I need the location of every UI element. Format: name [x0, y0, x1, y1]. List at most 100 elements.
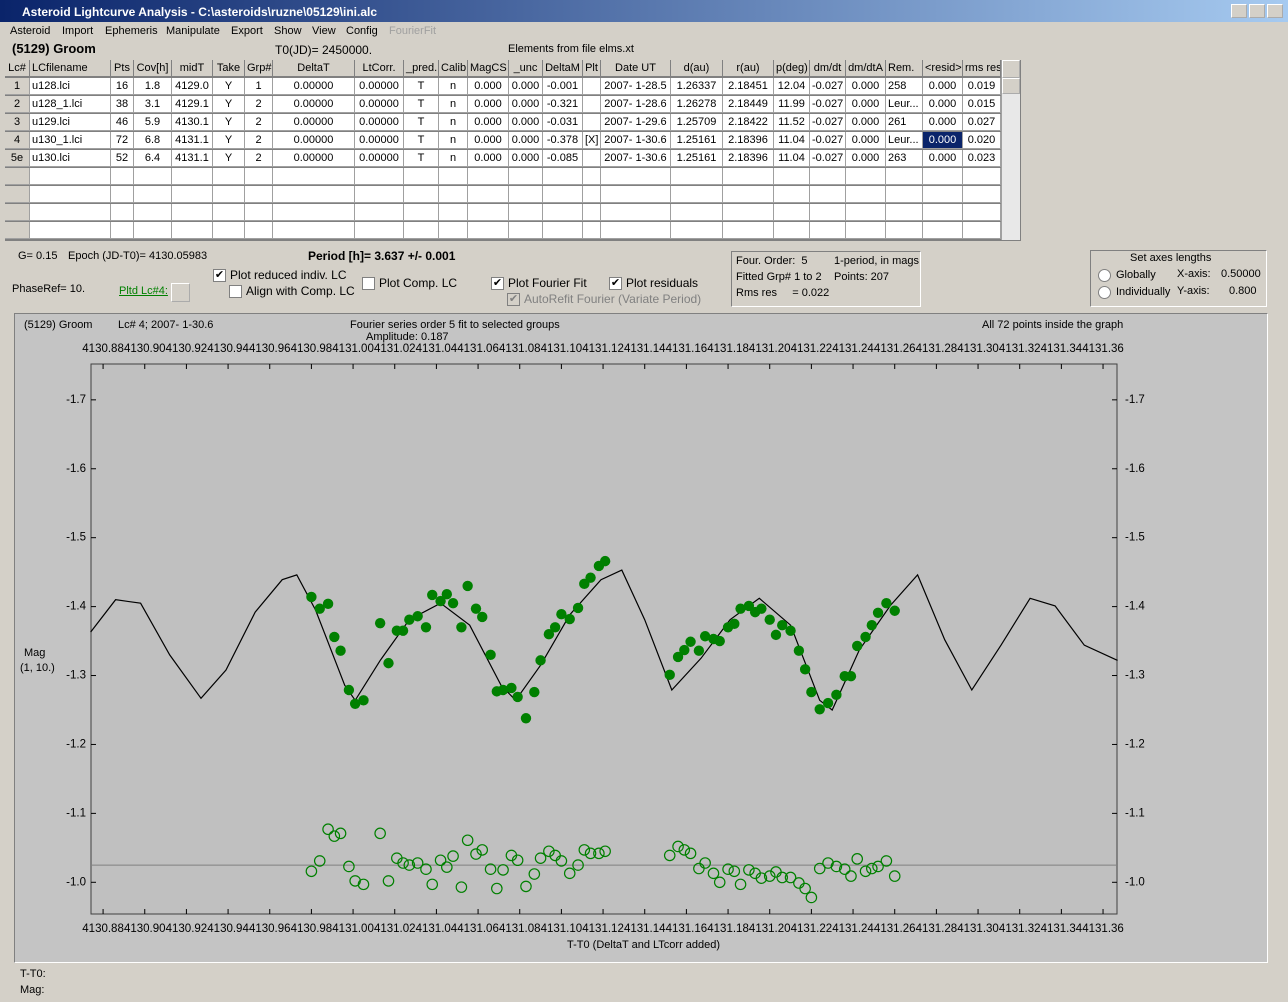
table-cell[interactable]: T: [404, 114, 439, 131]
empty-cell[interactable]: [810, 222, 846, 239]
empty-cell[interactable]: [468, 168, 509, 185]
table-cell[interactable]: 2007- 1-29.6: [601, 114, 671, 131]
empty-cell[interactable]: [963, 222, 1001, 239]
column-header[interactable]: Take: [213, 60, 245, 77]
empty-cell[interactable]: [439, 222, 468, 239]
empty-cell[interactable]: [355, 204, 404, 221]
table-cell[interactable]: 2.18396: [723, 132, 774, 149]
column-header[interactable]: DeltaT: [273, 60, 355, 77]
empty-cell[interactable]: [774, 222, 810, 239]
empty-cell[interactable]: [5, 222, 30, 239]
empty-cell[interactable]: [543, 204, 583, 221]
table-cell[interactable]: u130.lci: [30, 150, 111, 167]
empty-cell[interactable]: [923, 222, 963, 239]
table-cell[interactable]: 0.000: [468, 150, 509, 167]
table-cell[interactable]: [583, 96, 601, 113]
menu-item[interactable]: FourierFit: [389, 25, 437, 37]
table-cell[interactable]: T: [404, 96, 439, 113]
table-cell[interactable]: 4131.1: [172, 150, 213, 167]
table-cell[interactable]: 1.26337: [671, 78, 723, 95]
scrollbar[interactable]: [1001, 60, 1020, 240]
empty-cell[interactable]: [886, 204, 923, 221]
table-cell[interactable]: 5.9: [134, 114, 172, 131]
menu-item[interactable]: Asteroid: [10, 25, 51, 37]
window-buttons[interactable]: [1231, 4, 1283, 18]
table-cell[interactable]: 0.000: [468, 114, 509, 131]
column-header[interactable]: d(au): [671, 60, 723, 77]
table-cell[interactable]: 11.04: [774, 150, 810, 167]
table-cell[interactable]: 0.00000: [273, 132, 355, 149]
empty-cell[interactable]: [509, 168, 543, 185]
empty-cell[interactable]: [583, 222, 601, 239]
empty-cell[interactable]: [172, 222, 213, 239]
table-cell[interactable]: 0.00000: [273, 78, 355, 95]
radio-label[interactable]: Globally: [1116, 269, 1156, 281]
radio-label[interactable]: Individually: [1116, 286, 1171, 298]
column-header[interactable]: LCfilename: [30, 60, 111, 77]
table-cell[interactable]: 1: [245, 78, 273, 95]
table-cell[interactable]: 11.52: [774, 114, 810, 131]
table-cell[interactable]: 0.000: [468, 96, 509, 113]
row-header[interactable]: 2: [5, 96, 30, 113]
table-cell[interactable]: u128.lci: [30, 78, 111, 95]
table-cell[interactable]: [583, 114, 601, 131]
empty-cell[interactable]: [134, 204, 172, 221]
empty-cell[interactable]: [273, 222, 355, 239]
table-cell[interactable]: 0.000: [846, 78, 886, 95]
empty-cell[interactable]: [439, 204, 468, 221]
empty-cell[interactable]: [886, 222, 923, 239]
table-cell[interactable]: [583, 150, 601, 167]
table-cell[interactable]: 0.000: [509, 96, 543, 113]
empty-cell[interactable]: [273, 186, 355, 203]
empty-cell[interactable]: [509, 204, 543, 221]
table-cell[interactable]: 0.000: [846, 132, 886, 149]
table-cell[interactable]: 2.18449: [723, 96, 774, 113]
empty-cell[interactable]: [111, 168, 134, 185]
empty-cell[interactable]: [5, 168, 30, 185]
column-header[interactable]: Pts: [111, 60, 134, 77]
column-header[interactable]: _unc: [509, 60, 543, 77]
table-cell[interactable]: 0.020: [963, 132, 1001, 149]
column-header[interactable]: Cov[h]: [134, 60, 172, 77]
empty-cell[interactable]: [468, 204, 509, 221]
table-cell[interactable]: 6.8: [134, 132, 172, 149]
empty-cell[interactable]: [583, 186, 601, 203]
empty-cell[interactable]: [774, 168, 810, 185]
radio[interactable]: [1098, 286, 1111, 299]
empty-cell[interactable]: [355, 168, 404, 185]
empty-cell[interactable]: [810, 168, 846, 185]
menu-item[interactable]: Show: [274, 25, 302, 37]
empty-cell[interactable]: [213, 222, 245, 239]
table-cell[interactable]: 0.000: [923, 150, 963, 167]
checkbox-label[interactable]: AutoRefit Fourier (Variate Period): [524, 292, 702, 306]
empty-cell[interactable]: [509, 222, 543, 239]
checkbox[interactable]: [362, 277, 375, 290]
empty-cell[interactable]: [723, 168, 774, 185]
table-cell[interactable]: 1.26278: [671, 96, 723, 113]
empty-cell[interactable]: [5, 186, 30, 203]
table-cell[interactable]: 2007- 1-30.6: [601, 132, 671, 149]
table-cell[interactable]: T: [404, 150, 439, 167]
empty-cell[interactable]: [468, 222, 509, 239]
table-cell[interactable]: 12.04: [774, 78, 810, 95]
empty-cell[interactable]: [134, 186, 172, 203]
table-cell[interactable]: 0.00000: [355, 114, 404, 131]
table-cell[interactable]: -0.027: [810, 150, 846, 167]
column-header[interactable]: <resid>: [923, 60, 963, 77]
empty-cell[interactable]: [723, 204, 774, 221]
column-header[interactable]: DeltaM: [543, 60, 583, 77]
empty-cell[interactable]: [468, 186, 509, 203]
menu-item[interactable]: View: [312, 25, 336, 37]
column-header[interactable]: LtCorr.: [355, 60, 404, 77]
empty-cell[interactable]: [846, 186, 886, 203]
empty-cell[interactable]: [30, 168, 111, 185]
empty-cell[interactable]: [404, 204, 439, 221]
empty-cell[interactable]: [404, 222, 439, 239]
empty-cell[interactable]: [111, 204, 134, 221]
empty-cell[interactable]: [355, 186, 404, 203]
empty-cell[interactable]: [404, 168, 439, 185]
empty-cell[interactable]: [134, 168, 172, 185]
table-cell[interactable]: 0.00000: [273, 114, 355, 131]
table-cell[interactable]: 3.1: [134, 96, 172, 113]
table-cell[interactable]: 0.000: [846, 150, 886, 167]
